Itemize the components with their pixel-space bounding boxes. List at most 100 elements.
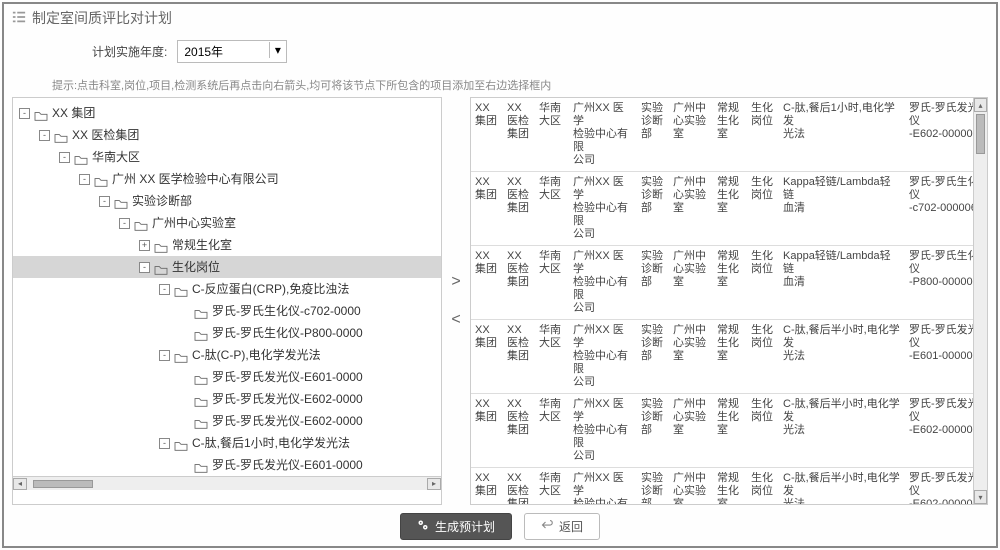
list-icon xyxy=(12,10,26,27)
generate-plan-button[interactable]: 生成预计划 xyxy=(400,513,512,540)
collapse-icon[interactable]: - xyxy=(159,284,170,295)
table-cell: 实验诊断部 xyxy=(639,472,667,505)
grid-panel[interactable]: XX集团XX医检集团华南大区广州XX 医学检验中心有限公司实验诊断部广州中心实验… xyxy=(470,97,988,505)
scroll-up-arrow-icon[interactable]: ▴ xyxy=(974,98,987,112)
table-cell: XX医检集团 xyxy=(505,250,533,315)
tree-node-label: 常规生化室 xyxy=(172,234,232,256)
folder-icon xyxy=(94,173,108,185)
table-cell: 常规生化室 xyxy=(715,102,745,167)
collapse-icon[interactable]: - xyxy=(119,218,130,229)
tree-node[interactable]: + 常规生化室 xyxy=(13,234,441,256)
scroll-thumb[interactable] xyxy=(976,114,985,154)
collapse-icon[interactable]: - xyxy=(159,350,170,361)
tree-horizontal-scrollbar[interactable]: ◂▸ xyxy=(13,476,441,490)
table-cell: 常规生化室 xyxy=(715,398,745,463)
collapse-icon[interactable]: - xyxy=(99,196,110,207)
table-cell: 广州中心实验室 xyxy=(671,398,711,463)
tree-node[interactable]: -C-反应蛋白(CRP),免疫比浊法 xyxy=(13,278,441,300)
tree-node[interactable]: - XX 医检集团 xyxy=(13,124,441,146)
collapse-icon[interactable]: - xyxy=(139,262,150,273)
folder-icon xyxy=(154,239,168,251)
tree-node-label: 罗氏-罗氏发光仪-E601-0000 xyxy=(212,366,363,388)
table-cell: XX集团 xyxy=(473,398,501,463)
table-row[interactable]: XX集团XX医检集团华南大区广州XX 医学检验中心有限公司实验诊断部广州中心实验… xyxy=(471,98,987,172)
collapse-icon[interactable]: - xyxy=(59,152,70,163)
table-cell: XX医检集团 xyxy=(505,398,533,463)
tree-node-label: XX 医检集团 xyxy=(72,124,139,146)
table-cell: 广州中心实验室 xyxy=(671,250,711,315)
folder-icon xyxy=(174,349,188,361)
table-cell: 实验诊断部 xyxy=(639,176,667,241)
tree-node[interactable]: 罗氏-罗氏发光仪-E601-0000 xyxy=(13,366,441,388)
table-row[interactable]: XX集团XX医检集团华南大区广州XX 医学检验中心有限公司实验诊断部广州中心实验… xyxy=(471,394,987,468)
year-label: 计划实施年度: xyxy=(92,43,167,60)
expand-icon[interactable]: + xyxy=(139,240,150,251)
table-row[interactable]: XX集团XX医检集团华南大区广州XX 医学检验中心有限公司实验诊断部广州中心实验… xyxy=(471,468,987,505)
collapse-icon[interactable]: - xyxy=(79,174,90,185)
page-title: 制定室间质评比对计划 xyxy=(32,8,172,28)
table-cell: XX集团 xyxy=(473,472,501,505)
tree-node-label: C-肽(C-P),电化学发光法 xyxy=(192,344,321,366)
tree-node[interactable]: 罗氏-罗氏发光仪-E602-0000 xyxy=(13,410,441,432)
footer: 生成预计划 返回 xyxy=(12,505,988,542)
table-cell: XX集团 xyxy=(473,250,501,315)
collapse-icon[interactable]: - xyxy=(19,108,30,119)
scroll-thumb[interactable] xyxy=(33,480,93,488)
tree-node-label: 罗氏-罗氏生化仪-P800-0000 xyxy=(212,322,363,344)
tree-node[interactable]: -C-肽,餐后1小时,电化学发光法 xyxy=(13,432,441,454)
folder-icon xyxy=(34,107,48,119)
back-button[interactable]: 返回 xyxy=(524,513,600,540)
move-left-button[interactable]: < xyxy=(451,311,460,329)
table-cell: XX集团 xyxy=(473,324,501,389)
table-cell: XX医检集团 xyxy=(505,102,533,167)
table-cell: XX集团 xyxy=(473,176,501,241)
page-header: 制定室间质评比对计划 xyxy=(12,8,988,28)
scroll-left-arrow-icon[interactable]: ◂ xyxy=(13,478,27,490)
table-cell: 生化岗位 xyxy=(749,398,777,463)
table-cell: XX医检集团 xyxy=(505,176,533,241)
gears-icon xyxy=(417,519,429,534)
year-select[interactable]: 2015年 ▾ xyxy=(177,40,287,63)
tree-node[interactable]: -实验诊断部 xyxy=(13,190,441,212)
folder-icon xyxy=(194,327,208,339)
tree-node[interactable]: 罗氏-罗氏生化仪-P800-0000 xyxy=(13,322,441,344)
table-cell: 华南大区 xyxy=(537,102,567,167)
table-cell: 广州XX 医学检验中心有限公司 xyxy=(571,250,635,315)
table-cell: C-肽,餐后半小时,电化学发光法 xyxy=(781,472,903,505)
table-cell: 生化岗位 xyxy=(749,472,777,505)
tree-node[interactable]: - C-肽(C-P),电化学发光法 xyxy=(13,344,441,366)
tree-node[interactable]: -广州中心实验室 xyxy=(13,212,441,234)
folder-icon xyxy=(134,217,148,229)
table-row[interactable]: XX集团XX医检集团华南大区广州XX 医学检验中心有限公司实验诊断部广州中心实验… xyxy=(471,320,987,394)
folder-icon xyxy=(194,305,208,317)
tree-node[interactable]: - 生化岗位 xyxy=(13,256,441,278)
table-row[interactable]: XX集团XX医检集团华南大区广州XX 医学检验中心有限公司实验诊断部广州中心实验… xyxy=(471,172,987,246)
tree-node[interactable]: 罗氏-罗氏生化仪-c702-0000 xyxy=(13,300,441,322)
tree-node[interactable]: -XX 集团 xyxy=(13,102,441,124)
table-cell: 华南大区 xyxy=(537,324,567,389)
tree-node[interactable]: -华南大区 xyxy=(13,146,441,168)
table-cell: 广州中心实验室 xyxy=(671,324,711,389)
folder-icon xyxy=(74,151,88,163)
tree-node-label: 生化岗位 xyxy=(172,256,220,278)
folder-icon xyxy=(154,261,168,273)
scroll-right-arrow-icon[interactable]: ▸ xyxy=(427,478,441,490)
collapse-icon[interactable]: - xyxy=(159,438,170,449)
tree-panel[interactable]: -XX 集团-XX 医检集团-华南大区-广州 XX 医学检验中心有限公司-实验诊… xyxy=(12,97,442,505)
tree-node[interactable]: -广州 XX 医学检验中心有限公司 xyxy=(13,168,441,190)
grid-vertical-scrollbar[interactable]: ▴ ▾ xyxy=(973,98,987,504)
scroll-down-arrow-icon[interactable]: ▾ xyxy=(974,490,987,504)
table-cell: 常规生化室 xyxy=(715,250,745,315)
tree-node-label: 罗氏-罗氏生化仪-c702-0000 xyxy=(212,300,361,322)
folder-icon xyxy=(194,459,208,471)
table-row[interactable]: XX集团XX医检集团华南大区广州XX 医学检验中心有限公司实验诊断部广州中心实验… xyxy=(471,246,987,320)
table-cell: 常规生化室 xyxy=(715,176,745,241)
table-cell: 实验诊断部 xyxy=(639,250,667,315)
tree-node[interactable]: 罗氏-罗氏发光仪-E602-0000 xyxy=(13,388,441,410)
tree-node[interactable]: 罗氏-罗氏发光仪-E601-0000 xyxy=(13,454,441,476)
folder-icon xyxy=(194,415,208,427)
move-right-button[interactable]: > xyxy=(451,273,460,291)
table-cell: 生化岗位 xyxy=(749,102,777,167)
collapse-icon[interactable]: - xyxy=(39,130,50,141)
table-cell: XX集团 xyxy=(473,102,501,167)
